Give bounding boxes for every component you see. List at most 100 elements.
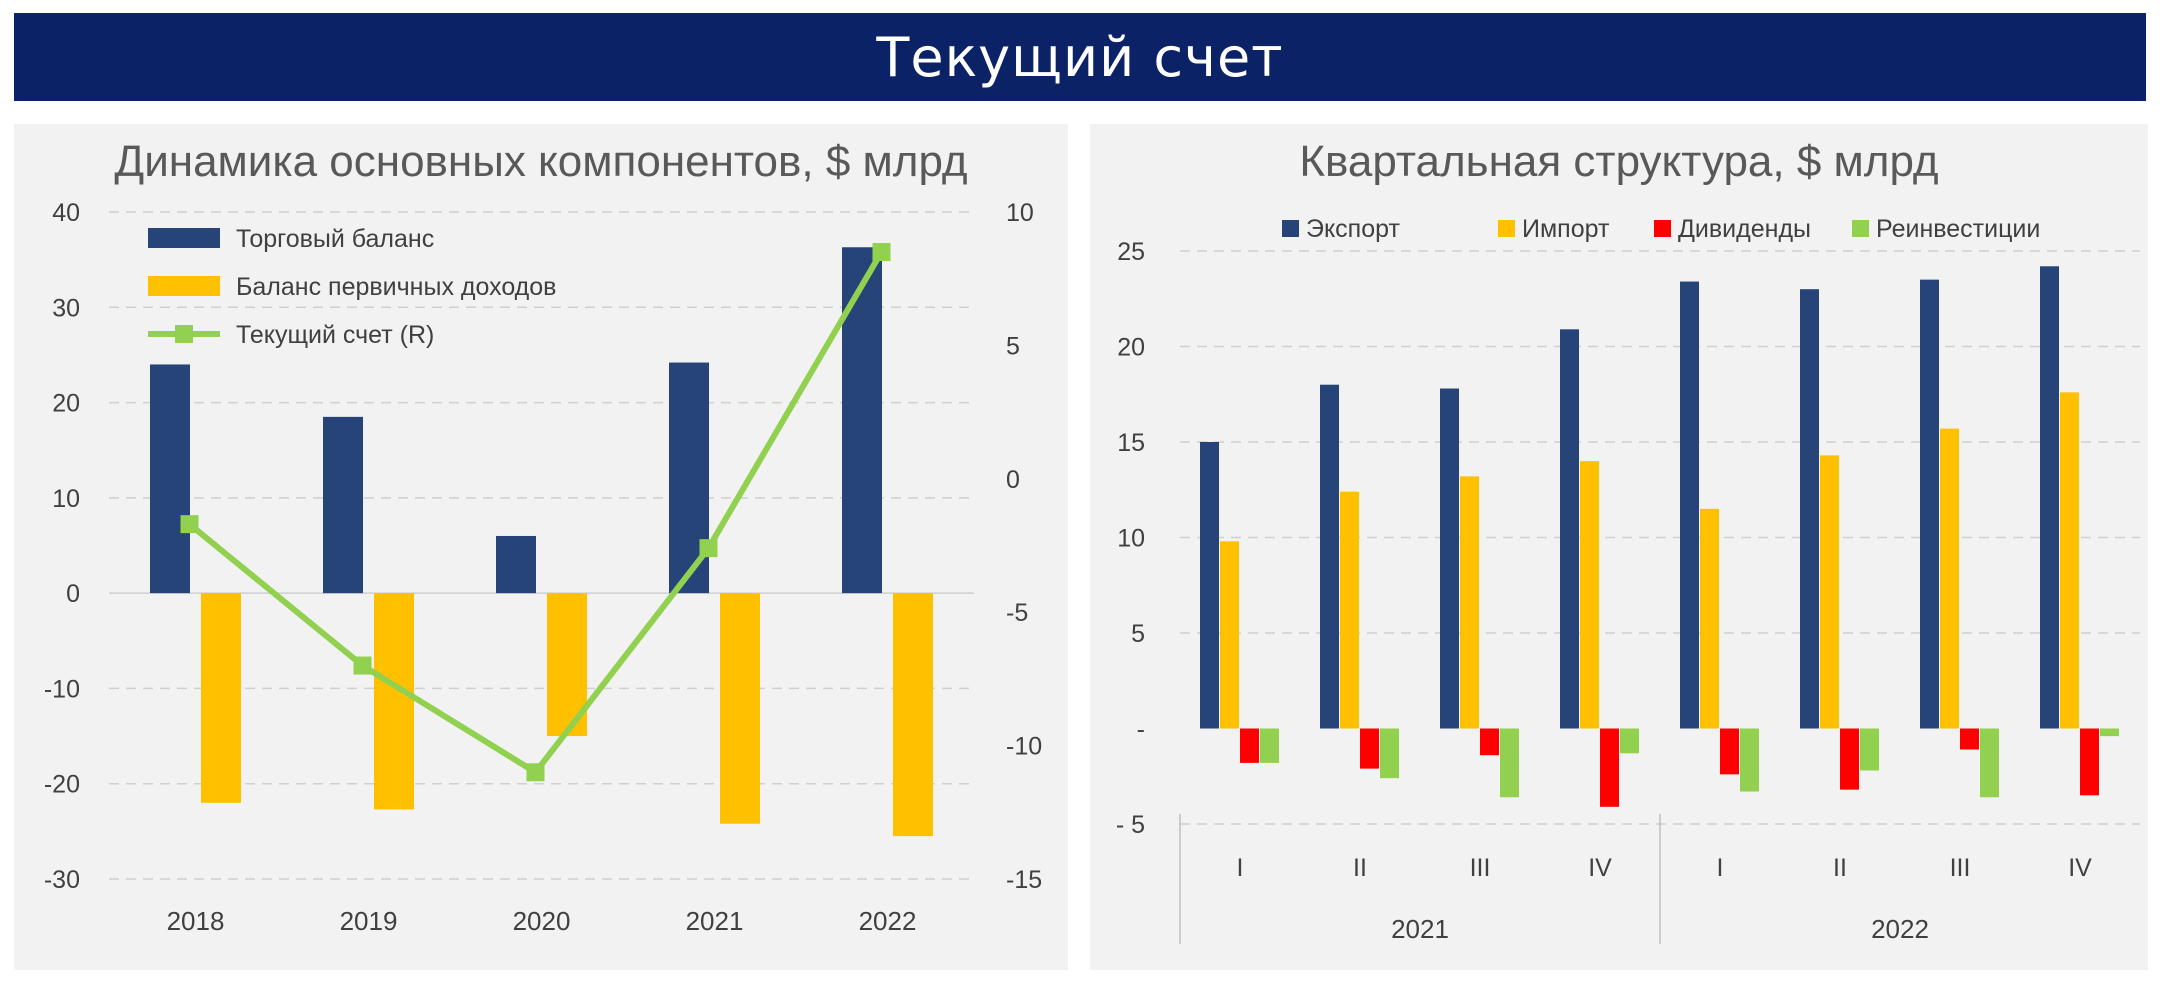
x-tick-label: II	[1833, 854, 1847, 882]
bar-export	[1560, 329, 1579, 729]
legend-label: Дивиденды	[1678, 215, 1811, 243]
bar-import	[1460, 476, 1479, 729]
y2-tick-label: 5	[1006, 332, 1020, 360]
quarterly-chart: Квартальная структура, $ млрд 25 20 15 10 5 - -…	[1116, 137, 2140, 944]
legend-swatch-export	[1282, 220, 1299, 237]
y2-tick-label: -5	[1006, 599, 1028, 627]
bar-export	[1800, 289, 1819, 729]
legend-swatch-dividends	[1654, 220, 1671, 237]
chart-title: Динамика основных компонентов, $ млрд	[114, 137, 967, 186]
x-tick-label: 2021	[686, 906, 744, 936]
x-group-label: 2021	[1391, 914, 1449, 944]
bar-export	[1320, 384, 1339, 729]
bar-import	[1820, 455, 1839, 729]
bar-import	[1220, 541, 1239, 729]
bar-dividends	[1720, 728, 1739, 775]
bar-reinvest	[1260, 728, 1279, 763]
y-tick-label: 10	[52, 485, 80, 513]
y-tick-label: 40	[52, 199, 80, 227]
y-tick-label: 5	[1131, 620, 1145, 648]
components-chart: Динамика основных компонентов, $ млрд 40 3…	[44, 137, 1042, 936]
bar-reinvest	[1860, 728, 1879, 771]
bar-reinvest	[1500, 728, 1519, 798]
bar-dividends	[1960, 728, 1979, 750]
x-tick-label: 2018	[167, 906, 225, 936]
bar-import	[1580, 461, 1599, 729]
bar-trade-balance	[842, 247, 882, 594]
y2-tick-label: 10	[1006, 199, 1034, 227]
x-tick-label: I	[1237, 854, 1244, 882]
bar-import	[1940, 428, 1959, 729]
y2-tick-label: 0	[1006, 466, 1020, 494]
x-tick-label: II	[1353, 854, 1367, 882]
legend-label: Баланс первичных доходов	[236, 273, 556, 301]
y-tick-label: -20	[44, 771, 80, 799]
x-tick-label: III	[1950, 854, 1971, 882]
bar-import	[1340, 491, 1359, 729]
y-tick-label: 25	[1117, 238, 1145, 266]
x-tick-label: IV	[1588, 854, 1612, 882]
y-tick-label: -10	[44, 675, 80, 703]
legend-swatch-income	[148, 276, 220, 296]
bar-reinvest	[2100, 728, 2119, 737]
legend-label: Текущий счет (R)	[236, 321, 434, 349]
x-tick-label: 2020	[513, 906, 571, 936]
bar-dividends	[1600, 728, 1619, 807]
bar-reinvest	[1740, 728, 1759, 792]
x-group-label: 2022	[1871, 914, 1929, 944]
y-tick-label: 15	[1117, 429, 1145, 457]
page-title: Текущий счет	[14, 13, 2146, 101]
y-tick-label: 30	[52, 294, 80, 322]
y2-tick-label: -15	[1006, 866, 1042, 894]
legend-label: Импорт	[1522, 215, 1610, 243]
legend-swatch-trade	[148, 228, 220, 248]
legend-swatch-current-marker	[175, 325, 193, 343]
legend-label: Торговый баланс	[236, 225, 434, 253]
y-tick-label: -30	[44, 866, 80, 894]
legend-label: Экспорт	[1306, 215, 1400, 243]
bar-import	[1700, 508, 1719, 729]
chart-title: Квартальная структура, $ млрд	[1299, 137, 1938, 186]
bar-import	[2060, 392, 2079, 729]
x-tick-label: I	[1717, 854, 1724, 882]
current-account-point	[872, 243, 891, 262]
left-chart-panel: Динамика основных компонентов, $ млрд 40 3…	[14, 124, 1068, 970]
x-tick-label: 2022	[859, 906, 917, 936]
current-account-point	[526, 763, 545, 782]
y-tick-label: 0	[66, 580, 80, 608]
y-tick-label: 20	[1117, 334, 1145, 362]
bar-primary-income	[720, 593, 760, 824]
bar-reinvest	[1620, 728, 1639, 754]
bar-dividends	[1240, 728, 1259, 763]
y-tick-label: 10	[1117, 525, 1145, 553]
y2-tick-label: -10	[1006, 733, 1042, 761]
x-tick-label: III	[1470, 854, 1491, 882]
bar-export	[1680, 281, 1699, 729]
x-tick-label: 2019	[340, 906, 398, 936]
bar-primary-income	[201, 593, 241, 803]
bar-dividends	[1360, 728, 1379, 769]
bar-trade-balance	[323, 416, 363, 594]
right-chart-panel: Квартальная структура, $ млрд 25 20 15 10 5 - -…	[1090, 124, 2148, 970]
bar-dividends	[1840, 728, 1859, 790]
y-tick-label: -	[1137, 716, 1145, 744]
bar-export	[2040, 266, 2059, 729]
current-account-point	[353, 656, 372, 675]
bar-reinvest	[1980, 728, 1999, 798]
bar-dividends	[1480, 728, 1499, 756]
y-tick-label: 20	[52, 390, 80, 418]
current-account-point	[180, 515, 199, 534]
legend-swatch-reinvest	[1852, 220, 1869, 237]
bar-trade-balance	[496, 535, 536, 594]
bar-reinvest	[1380, 728, 1399, 779]
x-tick-label: IV	[2068, 854, 2092, 882]
legend-swatch-import	[1498, 220, 1515, 237]
bar-primary-income	[374, 593, 414, 810]
legend-label: Реинвестиции	[1876, 215, 2040, 243]
bar-dividends	[2080, 728, 2099, 796]
bar-export	[1440, 388, 1459, 729]
bar-export	[1920, 279, 1939, 729]
bar-primary-income	[893, 593, 933, 837]
bar-export	[1200, 442, 1219, 729]
current-account-point	[699, 539, 718, 558]
